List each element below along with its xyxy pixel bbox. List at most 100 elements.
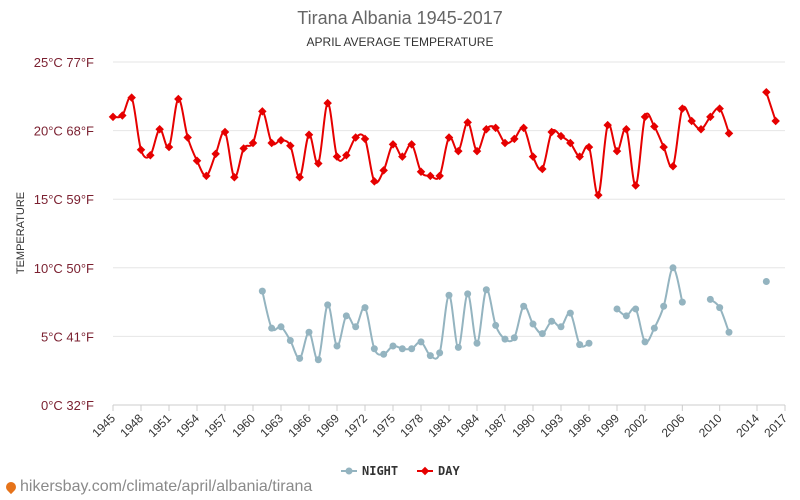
day-point (435, 171, 444, 181)
night-point (762, 278, 770, 286)
night-point (370, 345, 378, 353)
day-point (220, 127, 230, 137)
night-point (380, 350, 388, 358)
night-point (576, 341, 584, 349)
night-point (548, 317, 556, 325)
y-tick-label: 10°C 50°F (34, 261, 94, 276)
series-night-line (616, 266, 684, 344)
x-tick-label: 1984 (453, 411, 482, 440)
plot-area (108, 87, 780, 364)
day-point (594, 190, 603, 200)
night-point (333, 342, 341, 350)
day-point (650, 122, 659, 131)
x-tick-label: 2010 (696, 411, 725, 440)
night-point (268, 324, 276, 332)
x-tick-label: 1948 (117, 411, 146, 440)
night-point (473, 339, 481, 347)
day-point (584, 142, 594, 152)
day-point (668, 162, 678, 171)
x-tick-label: 2002 (621, 411, 650, 440)
night-point (641, 338, 649, 346)
day-point (295, 173, 304, 182)
y-tick-label: 5°C 41°F (41, 329, 94, 344)
day-point (426, 171, 435, 181)
legend-item-day[interactable]: DAY (417, 464, 460, 478)
y-tick-label: 20°C 68°F (34, 124, 94, 139)
day-point (360, 134, 370, 144)
night-point (352, 323, 360, 331)
night-point (361, 304, 369, 312)
x-tick-label: 1993 (537, 411, 566, 440)
legend-day-marker (420, 466, 430, 476)
x-tick-label: 1972 (341, 411, 370, 440)
series-night (258, 264, 770, 364)
night-point (538, 330, 546, 338)
day-point (407, 140, 416, 149)
x-tick-label: 1951 (145, 411, 174, 440)
footer-url: hikersbay.com/climate/april/albania/tira… (20, 478, 313, 495)
day-point (342, 151, 351, 160)
day-point (314, 159, 323, 168)
day-point (211, 149, 220, 159)
day-point (454, 146, 463, 156)
x-tick-label: 1978 (397, 411, 426, 440)
night-point (566, 309, 574, 317)
night-point (706, 295, 714, 303)
day-point (463, 118, 472, 127)
night-point (296, 354, 304, 362)
night-point (286, 337, 294, 345)
night-point (585, 339, 593, 347)
night-point (314, 356, 322, 364)
y-axis: 0°C 32°F 5°C 41°F 10°C 50°F 15°C 59°F 20°C 6… (34, 55, 94, 413)
day-point (538, 164, 547, 174)
night-point (464, 290, 472, 298)
x-tick-label: 1960 (229, 411, 258, 440)
day-point (500, 138, 510, 148)
x-tick-label: 2006 (659, 411, 688, 440)
legend-night-marker (345, 467, 353, 475)
legend-item-night[interactable]: NIGHT (341, 464, 398, 478)
legend-day-label: DAY (438, 464, 460, 478)
night-point (305, 328, 313, 336)
day-point (528, 152, 538, 161)
night-point (501, 335, 509, 343)
night-point (725, 328, 733, 336)
x-tick-label: 1945 (89, 411, 118, 440)
day-point (202, 171, 211, 181)
series-day-line (112, 95, 730, 197)
night-point (408, 345, 416, 353)
grid (113, 61, 785, 406)
day-point (715, 104, 724, 113)
day-point (472, 146, 482, 156)
night-point (324, 301, 332, 309)
day-point (370, 177, 379, 186)
x-tick-label: 1969 (313, 411, 342, 440)
day-point (164, 142, 174, 152)
chart-title: Tirana Albania 1945-2017 (297, 8, 503, 28)
day-point (267, 138, 276, 148)
x-tick-label: 1963 (257, 411, 286, 440)
series-night-line (261, 288, 590, 361)
y-axis-label: TEMPERATURE (15, 192, 27, 274)
x-tick-label: 1990 (509, 411, 538, 440)
x-tick-label: 1966 (285, 411, 314, 440)
day-point (276, 135, 286, 145)
night-point (660, 302, 668, 310)
night-point (417, 338, 425, 346)
night-point (426, 352, 434, 360)
night-point (342, 312, 350, 320)
day-point (771, 116, 780, 126)
day-point (192, 156, 202, 166)
x-tick-label: 1954 (173, 411, 202, 440)
x-tick-label: 1996 (565, 411, 594, 440)
day-point (118, 111, 127, 120)
x-tick-label: 1957 (201, 411, 230, 440)
day-point (136, 145, 146, 155)
footer-source[interactable]: hikersbay.com/climate/april/albania/tira… (3, 478, 313, 496)
night-point (557, 323, 565, 331)
x-tick-label: 2017 (761, 411, 790, 440)
day-point (248, 138, 258, 148)
x-tick-label: 1987 (481, 411, 510, 440)
day-point (510, 134, 519, 144)
day-point (444, 133, 454, 142)
